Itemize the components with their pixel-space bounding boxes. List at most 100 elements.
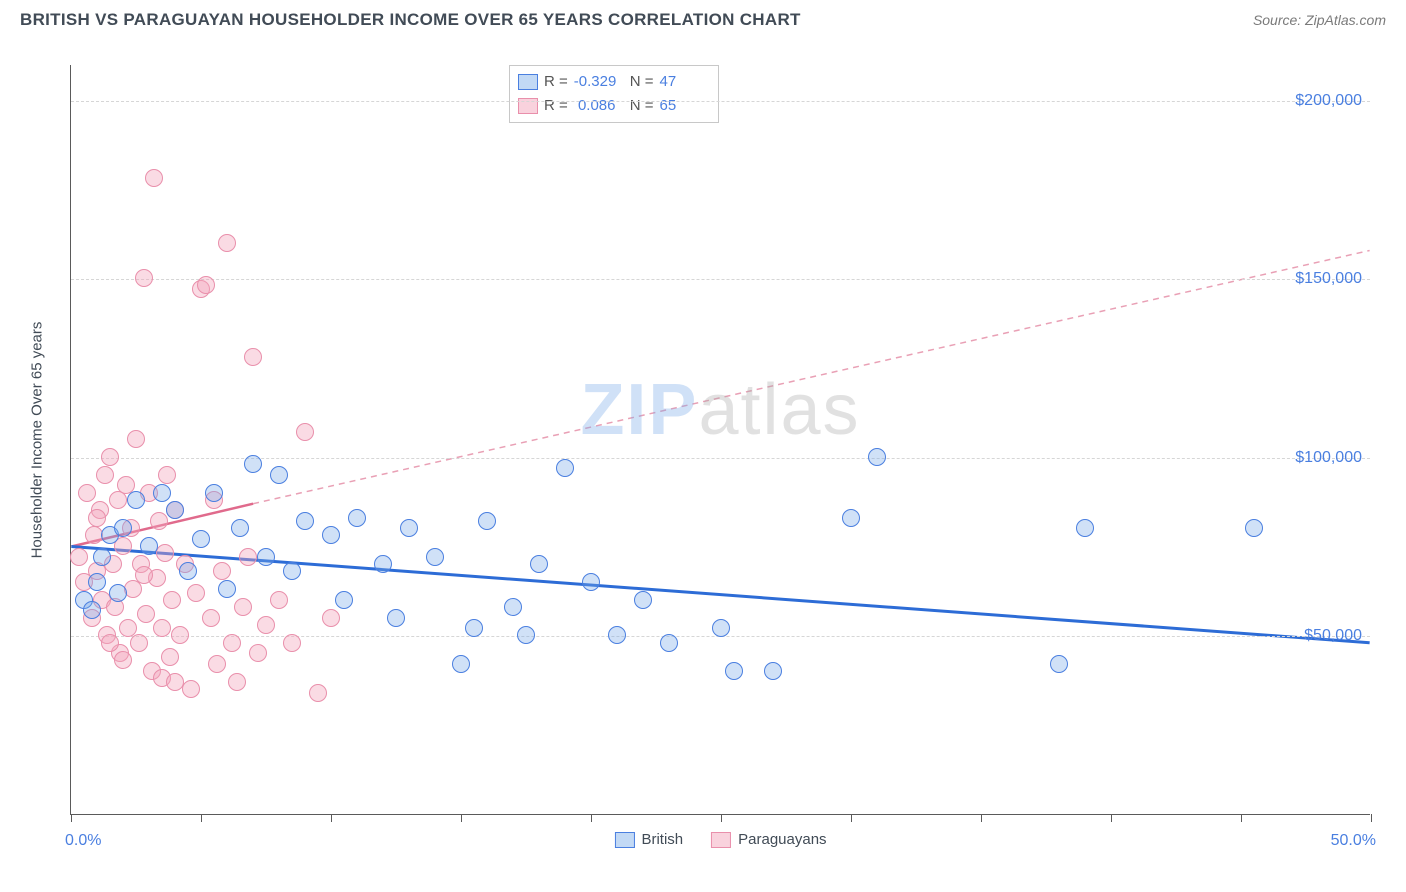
point-british: [192, 530, 210, 548]
point-paraguayan: [202, 609, 220, 627]
trendline-paraguayan-extrapolated: [253, 250, 1370, 503]
point-british: [153, 484, 171, 502]
gridline-h: [71, 279, 1370, 280]
point-paraguayan: [270, 591, 288, 609]
point-british: [296, 512, 314, 530]
trend-lines: [71, 65, 1370, 814]
swatch-paraguayan: [711, 832, 731, 848]
x-tick: [71, 814, 72, 822]
x-tick: [721, 814, 722, 822]
x-tick: [1111, 814, 1112, 822]
point-paraguayan: [88, 509, 106, 527]
point-british: [725, 662, 743, 680]
point-british: [93, 548, 111, 566]
point-british: [270, 466, 288, 484]
point-paraguayan: [309, 684, 327, 702]
n-label: N =: [630, 70, 654, 94]
legend-label-british: British: [641, 831, 683, 848]
point-paraguayan: [322, 609, 340, 627]
point-paraguayan: [213, 562, 231, 580]
point-paraguayan: [163, 591, 181, 609]
point-british: [348, 509, 366, 527]
point-paraguayan: [101, 634, 119, 652]
point-paraguayan: [182, 680, 200, 698]
point-british: [556, 459, 574, 477]
x-tick: [461, 814, 462, 822]
point-british: [244, 455, 262, 473]
y-axis-title: Householder Income Over 65 years: [29, 321, 46, 558]
point-paraguayan: [249, 644, 267, 662]
point-british: [712, 619, 730, 637]
point-paraguayan: [197, 276, 215, 294]
point-british: [868, 448, 886, 466]
point-british: [140, 537, 158, 555]
point-british: [764, 662, 782, 680]
point-paraguayan: [218, 234, 236, 252]
point-paraguayan: [244, 348, 262, 366]
point-british: [504, 598, 522, 616]
point-paraguayan: [257, 616, 275, 634]
point-paraguayan: [127, 430, 145, 448]
n-value-paraguayan: 65: [660, 94, 710, 118]
y-tick-label: $50,000: [1304, 627, 1362, 645]
point-paraguayan: [156, 544, 174, 562]
point-british: [452, 655, 470, 673]
y-tick-label: $200,000: [1295, 92, 1362, 110]
r-label: R =: [544, 70, 568, 94]
correlation-row-british: R = -0.329 N = 47: [518, 70, 710, 94]
point-paraguayan: [158, 466, 176, 484]
point-british: [335, 591, 353, 609]
point-paraguayan: [114, 651, 132, 669]
point-british: [179, 562, 197, 580]
y-tick-label: $150,000: [1295, 270, 1362, 288]
point-british: [374, 555, 392, 573]
point-british: [127, 491, 145, 509]
point-british: [517, 626, 535, 644]
point-paraguayan: [228, 673, 246, 691]
point-british: [1076, 519, 1094, 537]
plot-area: Householder Income Over 65 years ZIPatla…: [70, 65, 1370, 815]
point-british: [166, 501, 184, 519]
point-british: [465, 619, 483, 637]
gridline-h: [71, 101, 1370, 102]
point-british: [387, 609, 405, 627]
point-british: [426, 548, 444, 566]
point-british: [114, 519, 132, 537]
point-british: [109, 584, 127, 602]
point-paraguayan: [296, 423, 314, 441]
point-paraguayan: [208, 655, 226, 673]
point-paraguayan: [130, 634, 148, 652]
n-value-british: 47: [660, 70, 710, 94]
point-british: [231, 519, 249, 537]
x-tick: [591, 814, 592, 822]
legend-label-paraguayan: Paraguayans: [738, 831, 826, 848]
point-british: [1245, 519, 1263, 537]
y-tick-label: $100,000: [1295, 449, 1362, 467]
legend-item-paraguayan: Paraguayans: [711, 831, 826, 848]
point-paraguayan: [70, 548, 88, 566]
point-paraguayan: [234, 598, 252, 616]
x-tick: [1241, 814, 1242, 822]
r-label: R =: [544, 94, 568, 118]
swatch-british: [518, 74, 538, 90]
point-british: [608, 626, 626, 644]
point-british: [400, 519, 418, 537]
x-tick: [851, 814, 852, 822]
correlation-legend: R = -0.329 N = 47 R = 0.086 N = 65: [509, 65, 719, 123]
point-paraguayan: [161, 648, 179, 666]
r-value-paraguayan: 0.086: [574, 94, 624, 118]
point-british: [582, 573, 600, 591]
r-value-british: -0.329: [574, 70, 624, 94]
point-paraguayan: [145, 169, 163, 187]
chart-container: Householder Income Over 65 years ZIPatla…: [50, 45, 1390, 855]
point-paraguayan: [171, 626, 189, 644]
swatch-british: [614, 832, 634, 848]
point-british: [83, 601, 101, 619]
point-british: [842, 509, 860, 527]
point-british: [478, 512, 496, 530]
point-paraguayan: [135, 566, 153, 584]
point-paraguayan: [166, 673, 184, 691]
point-paraguayan: [187, 584, 205, 602]
x-tick: [981, 814, 982, 822]
point-british: [218, 580, 236, 598]
